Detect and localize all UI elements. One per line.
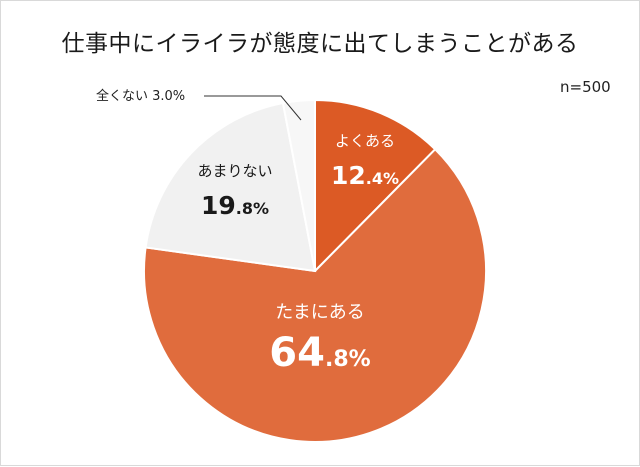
callout-leader-line <box>204 95 302 121</box>
slice-category: たまにある <box>275 302 365 323</box>
slice-label-yoku-aru: よくある 12.4% <box>318 130 412 190</box>
callout-label-mattaku: 全くない 3.0% <box>96 89 186 104</box>
slice-value: 19.8% <box>200 191 270 220</box>
pie-slice-2 <box>144 101 317 273</box>
pie-slice-3 <box>281 98 316 272</box>
sample-size-label: n=500 <box>560 78 611 96</box>
chart-title: 仕事中にイライラが態度に出てしまうことがある <box>61 31 579 57</box>
slice-category: よくある <box>334 132 395 150</box>
slice-label-tamani-aru: たまにある 64.8% <box>240 298 400 376</box>
slice-value: 12.4% <box>330 161 400 190</box>
slice-label-amari-nai: あまりない 19.8% <box>180 160 290 220</box>
pie-slice-0 <box>314 98 437 274</box>
pie-slice-1 <box>143 147 487 443</box>
slice-category: あまりない <box>197 162 273 180</box>
slice-value: 64.8% <box>269 330 371 376</box>
